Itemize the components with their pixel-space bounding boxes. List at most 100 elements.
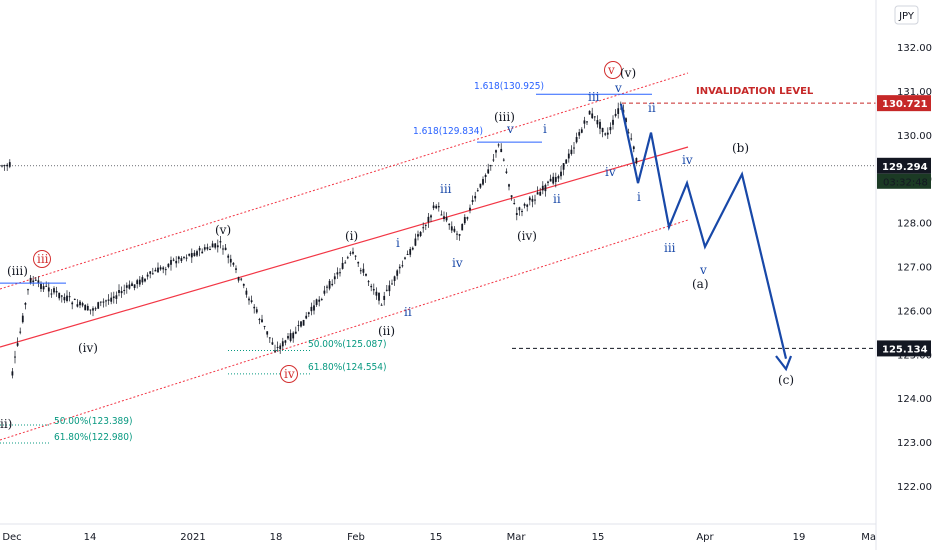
candle-body bbox=[3, 165, 6, 167]
candle-body bbox=[635, 158, 638, 164]
candle-body bbox=[242, 283, 245, 286]
y-tick-label: 132.000 bbox=[897, 43, 932, 54]
candle-body bbox=[185, 257, 188, 259]
candle-body bbox=[339, 272, 341, 274]
candle-body bbox=[328, 280, 331, 289]
wave-label-w_i_black: (i) bbox=[345, 229, 358, 243]
candle-body bbox=[531, 198, 534, 202]
candle-body bbox=[297, 325, 300, 327]
fib-label-fib_ext_2: 1.618(130.925) bbox=[474, 81, 544, 92]
candle-body bbox=[430, 215, 432, 218]
wave-label-w_i_small: i bbox=[543, 122, 547, 136]
candle-body bbox=[292, 332, 295, 339]
candle-body bbox=[539, 191, 542, 196]
wave-label-w_v_red: v bbox=[607, 63, 615, 77]
candle-body bbox=[216, 245, 219, 248]
candle-body bbox=[632, 146, 635, 150]
candle-body bbox=[471, 200, 474, 202]
candle-body bbox=[404, 257, 406, 259]
candle-body bbox=[302, 319, 305, 326]
price-axis: JPY132.000131.000130.000129.000128.00012… bbox=[875, 0, 932, 550]
candle-body bbox=[391, 283, 393, 285]
candle-body bbox=[47, 287, 50, 292]
candle-body bbox=[16, 343, 19, 346]
candle-body bbox=[144, 278, 146, 282]
wave-label-w_iii_top: (iii) bbox=[494, 110, 515, 124]
time-axis: Dec 14 2021 18 Feb 15 Mar 15 Apr 19 Ma bbox=[0, 523, 876, 543]
candle-body bbox=[424, 224, 427, 226]
candle-body bbox=[419, 232, 422, 236]
candle-body bbox=[128, 284, 131, 289]
candle-body bbox=[445, 217, 448, 221]
currency-badge bbox=[894, 5, 919, 25]
x-tick-label: Ma bbox=[861, 532, 876, 543]
candle-body bbox=[315, 299, 318, 305]
wave-label-w_iii_red: iii bbox=[37, 252, 49, 266]
candle-body bbox=[458, 234, 461, 236]
candle-body bbox=[554, 177, 557, 182]
wave-label-w_v_small: v bbox=[506, 122, 514, 136]
candle-body bbox=[515, 213, 518, 215]
wave-label-w_iv_blue3: iv bbox=[682, 153, 693, 167]
candle-body bbox=[198, 247, 201, 251]
wave-label-w_iv_paren2: (iv) bbox=[517, 229, 537, 243]
candle-body bbox=[313, 305, 315, 311]
candle-body bbox=[1, 165, 3, 167]
candle-body bbox=[172, 259, 175, 261]
candle-body bbox=[190, 253, 193, 258]
candle-body bbox=[375, 291, 378, 296]
candle-body bbox=[258, 319, 261, 321]
candle-body bbox=[396, 270, 399, 276]
candle-body bbox=[398, 266, 401, 269]
candle-body bbox=[84, 305, 87, 311]
candle-body bbox=[175, 260, 178, 264]
x-tick-label: 15 bbox=[592, 532, 605, 543]
candle-body bbox=[422, 227, 425, 229]
candle-body bbox=[125, 285, 128, 288]
candle-body bbox=[206, 247, 209, 250]
candle-body bbox=[578, 132, 581, 136]
candle-body bbox=[170, 260, 172, 265]
candle-body bbox=[427, 216, 430, 223]
x-tick-label: 2021 bbox=[180, 532, 205, 543]
candle-body bbox=[110, 297, 113, 302]
channel-lower-line bbox=[0, 219, 689, 441]
candle-body bbox=[510, 195, 513, 198]
candle-body bbox=[536, 192, 539, 195]
candle-body bbox=[583, 120, 586, 124]
candle-body bbox=[14, 356, 16, 358]
candle-body bbox=[344, 262, 347, 264]
price-candles bbox=[1, 101, 638, 379]
candle-body bbox=[492, 159, 495, 161]
candle-body bbox=[448, 223, 451, 226]
candle-body bbox=[201, 251, 204, 254]
candle-body bbox=[359, 270, 362, 272]
candle-body bbox=[281, 341, 284, 347]
candle-body bbox=[497, 144, 500, 146]
candle-body bbox=[102, 301, 105, 303]
wave-label-w_iii_blue2: iii bbox=[588, 90, 600, 104]
candle-body bbox=[235, 268, 237, 270]
candle-body bbox=[107, 299, 110, 301]
candle-body bbox=[463, 217, 466, 224]
candle-body bbox=[94, 308, 97, 310]
candle-body bbox=[79, 301, 81, 306]
x-tick-label: 19 bbox=[793, 532, 806, 543]
candle-body bbox=[45, 285, 48, 287]
projection-zigzag bbox=[619, 103, 788, 359]
wave-label-w_v_blue2: v bbox=[614, 81, 622, 95]
invalidation-price-tag-bg bbox=[877, 95, 931, 112]
wave-label-w_a: (a) bbox=[692, 277, 709, 291]
candle-body bbox=[326, 286, 328, 288]
candle-body bbox=[484, 174, 487, 177]
wave-label-w_v_black2: (v) bbox=[620, 66, 636, 80]
candle-body bbox=[89, 309, 92, 311]
candle-body bbox=[474, 195, 477, 199]
candle-body bbox=[320, 299, 323, 301]
candle-body bbox=[19, 331, 22, 333]
candle-body bbox=[245, 290, 248, 295]
y-tick-label: 126.000 bbox=[897, 306, 932, 317]
candle-body bbox=[183, 256, 185, 258]
candle-body bbox=[612, 119, 614, 125]
